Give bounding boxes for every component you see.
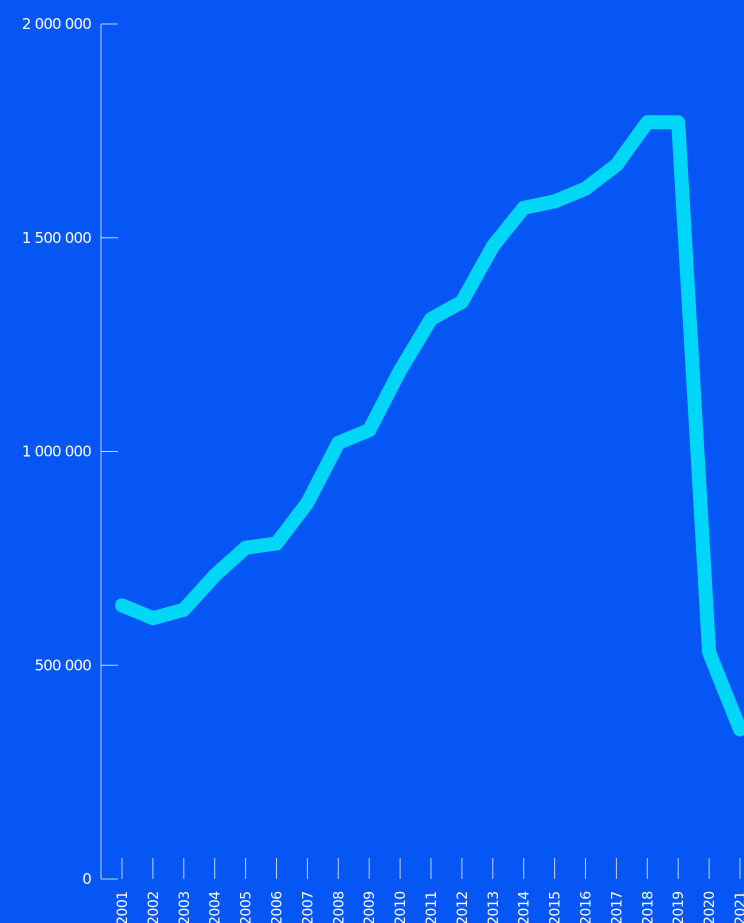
x-tick-label: 2004	[208, 891, 224, 923]
data-point-2012	[461, 301, 463, 303]
x-tick-label: 2008	[331, 891, 347, 923]
data-point-2013	[492, 245, 494, 247]
data-point-2007	[306, 502, 308, 504]
x-tick-label: 2005	[239, 891, 255, 923]
x-tick-label: 2001	[115, 891, 131, 923]
series-layer	[115, 115, 744, 737]
data-point-2017	[615, 164, 617, 166]
x-tick-label: 2018	[640, 891, 656, 923]
y-tick-label: 500 000	[35, 656, 92, 674]
data-point-2020	[708, 651, 710, 653]
data-point-2014	[523, 207, 525, 209]
x-tick-label: 2006	[270, 891, 286, 923]
data-point-2003	[183, 609, 185, 611]
data-point-2004	[214, 574, 216, 576]
data-point-2001	[121, 604, 123, 606]
x-tick-label: 2020	[702, 891, 718, 923]
x-tick-label: 2012	[455, 891, 471, 923]
data-point-2018	[646, 121, 648, 123]
x-tick-label: 2002	[146, 891, 162, 923]
y-tick-label: 0	[82, 870, 91, 888]
x-tick-label: 2011	[424, 891, 440, 923]
data-point-2015	[554, 200, 556, 202]
data-point-2021	[739, 728, 741, 730]
data-point-2008	[337, 442, 339, 444]
x-tick-label: 2010	[393, 891, 409, 923]
y-tick-label: 2 000 000	[22, 15, 91, 33]
series-line	[115, 115, 744, 737]
x-tick-label: 2014	[517, 891, 533, 923]
x-tick-label: 2021	[733, 891, 744, 923]
data-point-2016	[585, 188, 586, 190]
y-tick-label: 1 500 000	[22, 229, 91, 247]
data-point-2002	[152, 617, 154, 619]
data-point-2006	[276, 542, 277, 544]
x-tick-label: 2017	[609, 891, 625, 923]
data-point-2005	[245, 547, 247, 549]
x-tick-label: 2016	[579, 891, 595, 923]
x-tick-label: 2015	[548, 891, 564, 923]
x-axis: 2001 2002 2003 2004 2005 2006 2007 2008 2009 2010…	[115, 858, 744, 923]
x-tick-label: 2019	[671, 891, 687, 923]
x-tick-label: 2003	[177, 891, 193, 923]
y-axis: 0 500 000 1 000 000 1 500 000 2 000 000	[22, 15, 118, 888]
data-point-2011	[430, 318, 432, 320]
data-point-2010	[399, 369, 401, 371]
data-point-2019	[677, 121, 679, 123]
x-tick-label: 2013	[486, 891, 502, 923]
data-point-2009	[368, 429, 370, 431]
y-tick-label: 1 000 000	[22, 443, 91, 461]
x-tick-label: 2009	[362, 891, 378, 923]
x-tick-label: 2007	[300, 891, 316, 923]
